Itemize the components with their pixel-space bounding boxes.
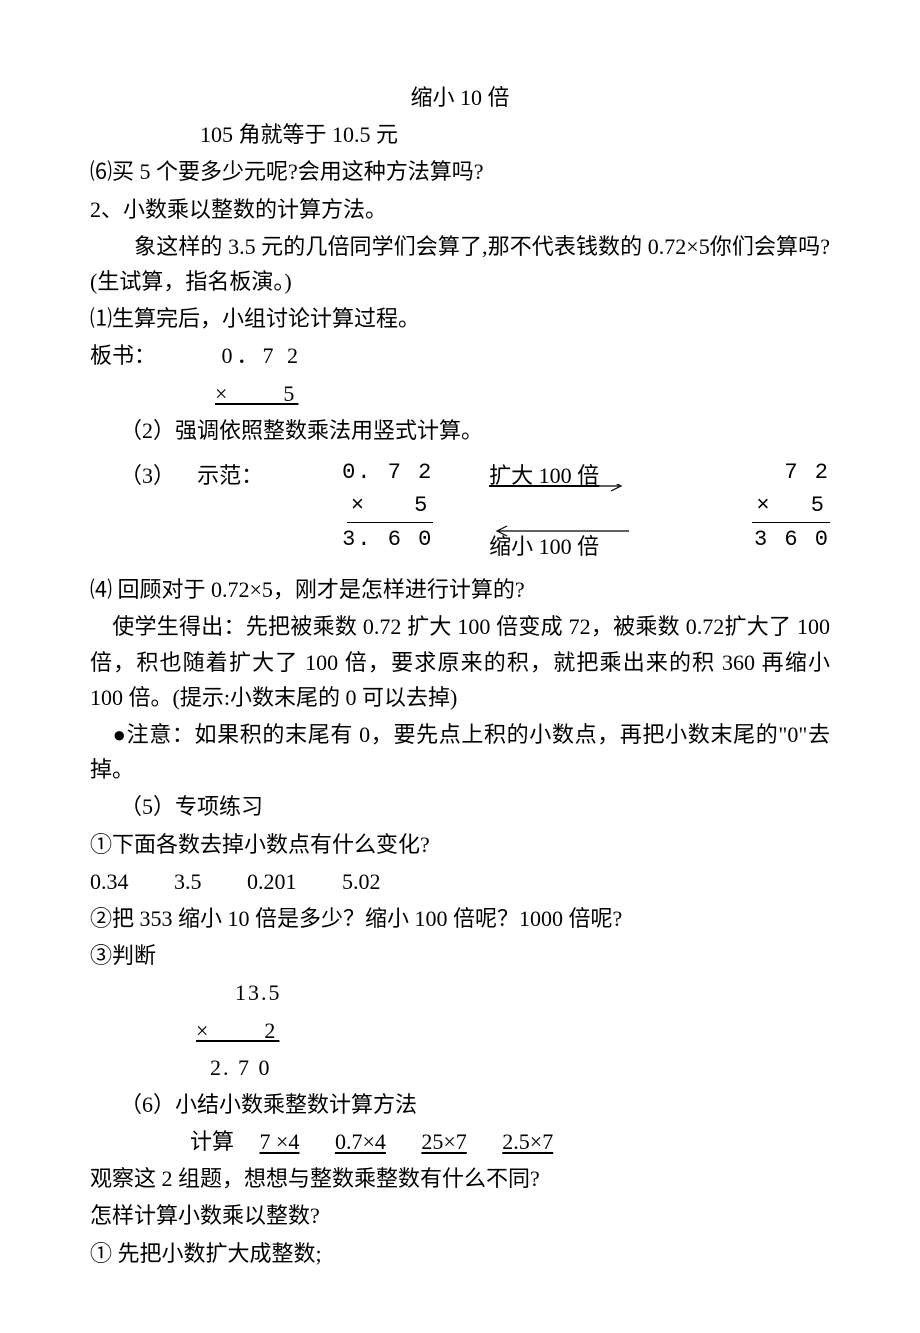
boardwrite-label: 板书：	[90, 343, 156, 368]
header-line1: 缩小 10 倍	[90, 80, 830, 115]
calc1-mult-row: × 5	[90, 376, 830, 411]
demo-right-calc: 7 2 × 5 3 6 0	[695, 456, 830, 556]
demo-label: 示范：	[197, 456, 269, 493]
calc1-num: 0．7 2	[222, 343, 303, 368]
demo-prefix: （3）	[120, 456, 197, 493]
para-6: ⑹买 5 个要多少元呢?会用这种方法算吗?	[90, 154, 830, 189]
expand-wrap: 扩大 100 倍	[489, 458, 599, 493]
para-1-1: ⑴生算完后，小组讨论计算过程。	[90, 301, 830, 336]
expr-4: 2.5×7	[502, 1129, 553, 1154]
demo-section: （3） 示范： 0. 7 2 × 5 3. 6 0 扩大 100 倍 缩小 10…	[90, 456, 830, 564]
q1: ①下面各数去掉小数点有什么变化?	[90, 827, 830, 862]
shrink-label: 缩小 100 倍	[489, 534, 599, 559]
step-1: ① 先把小数扩大成整数;	[90, 1236, 830, 1271]
how-question: 怎样计算小数乘以整数?	[90, 1198, 830, 1233]
section-2-title: 2、小数乘以整数的计算方法。	[90, 192, 830, 227]
para-2-2: （2）强调依照整数乘法用竖式计算。	[90, 413, 830, 448]
demo-right-result: 3 6 0	[695, 523, 830, 556]
calc2-num: 13.5	[90, 975, 830, 1010]
calc-expr-row: 计算 7 ×4 0.7×4 25×7 2.5×7	[90, 1124, 830, 1159]
para-6-2: （6）小结小数乘整数计算方法	[90, 1087, 830, 1122]
calc1-mult: × 5	[207, 381, 306, 406]
calc2-mult-row: × 2	[90, 1013, 830, 1048]
para-4-body: 使学生得出：先把被乘数 0.72 扩大 100 倍变成 72，被乘数 0.72扩…	[90, 609, 830, 715]
header-line2: 105 角就等于 10.5 元	[90, 117, 830, 152]
para-5: （5）专项练习	[90, 789, 830, 824]
arrow-left-icon	[489, 525, 629, 537]
demo-left-calc: 0. 7 2 × 5 3. 6 0	[269, 456, 433, 556]
observation: 观察这 2 组题，想想与整数乘整数有什么不同?	[90, 1161, 830, 1196]
demo-left-result: 3. 6 0	[269, 523, 433, 556]
calc2-mult: × 2	[190, 1018, 285, 1043]
q1-n2: 3.5	[174, 869, 202, 894]
calc-label: 计算	[190, 1129, 234, 1154]
demo-middle: 扩大 100 倍 缩小 100 倍	[433, 456, 655, 564]
q1-n3: 0.201	[247, 869, 297, 894]
q1-numbers: 0.34 3.5 0.201 5.02	[90, 864, 830, 899]
demo-left-num: 0. 7 2	[269, 456, 433, 489]
demo-right-mult: × 5	[752, 489, 830, 523]
demo-right-num: 7 2	[695, 456, 830, 489]
demo-right-mult-row: × 5	[695, 489, 830, 523]
boardwrite-row: 板书： 0．7 2	[90, 338, 830, 373]
note: ●注意：如果积的末尾有 0，要先点上积的小数点，再把小数末尾的"0"去掉。	[90, 717, 830, 787]
q1-n4: 5.02	[342, 869, 381, 894]
q1-n1: 0.34	[90, 869, 129, 894]
expr-3: 25×7	[421, 1129, 466, 1154]
arrow-right-icon	[489, 484, 629, 496]
expr-2: 0.7×4	[335, 1129, 386, 1154]
q3: ③判断	[90, 938, 830, 973]
demo-left-mult-row: × 5	[269, 489, 433, 523]
demo-left-mult: × 5	[347, 489, 433, 523]
calc2-result: 2. 7 0	[90, 1050, 830, 1085]
section-2-body: 象这样的 3.5 元的几倍同学们会算了,那不代表钱数的 0.72×5你们会算吗?…	[90, 229, 830, 299]
para-4: ⑷ 回顾对于 0.72×5，刚才是怎样进行计算的?	[90, 572, 830, 607]
q2: ②把 353 缩小 10 倍是多少？缩小 100 倍呢？1000 倍呢?	[90, 901, 830, 936]
expr-1: 7 ×4	[260, 1129, 300, 1154]
shrink-wrap: 缩小 100 倍	[489, 529, 599, 564]
